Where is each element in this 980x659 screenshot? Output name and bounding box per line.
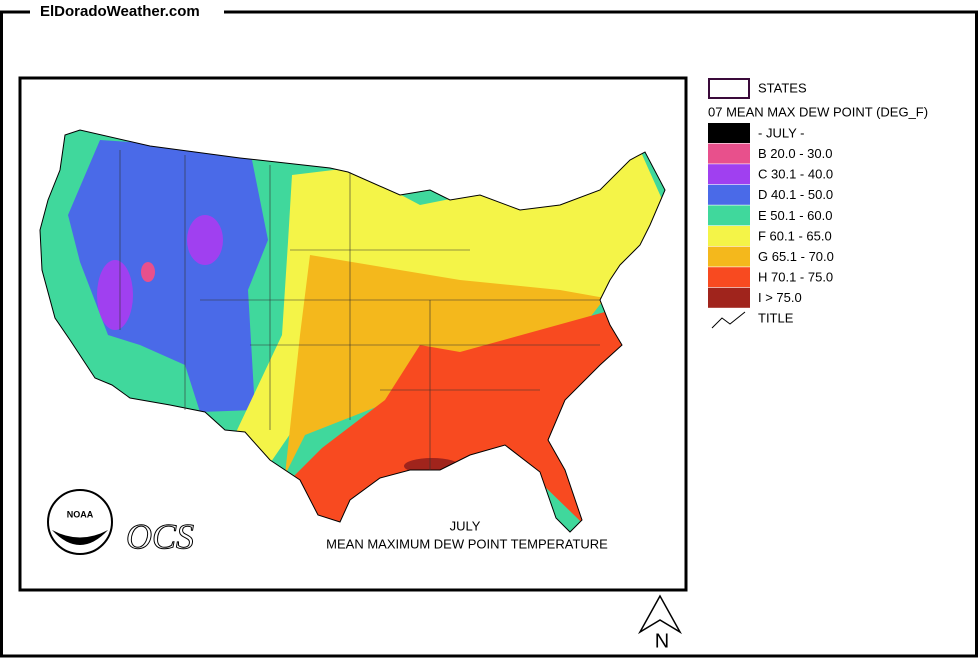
legend: - JULY - B 20.0 - 30.0 C 30.1 - 40.0 D 40.1… [708, 123, 834, 308]
logo-text: NOAA [67, 509, 94, 519]
legend-swatch [708, 164, 750, 185]
noaa-bird [52, 530, 108, 545]
legend-swatch [708, 267, 750, 288]
map-regions [40, 130, 665, 532]
legend-label: D 40.1 - 50.0 [758, 187, 833, 202]
legend-swatch [708, 246, 750, 267]
state-lines [119, 150, 600, 470]
states-swatch [708, 78, 750, 99]
legend-label: F 60.1 - 65.0 [758, 228, 832, 243]
map-subtitle: MEAN MAXIMUM DEW POINT TEMPERATURE [326, 536, 608, 551]
legend-line-label: TITLE [758, 310, 794, 325]
title-gap [30, 2, 224, 22]
region-b [141, 262, 155, 282]
region-c [187, 215, 223, 265]
legend-label: C 30.1 - 40.0 [758, 167, 833, 182]
outer-frame [0, 10, 978, 658]
agency: OCS [126, 516, 194, 556]
legend-swatch [708, 143, 750, 164]
region-d [68, 140, 268, 412]
legend-label: B 20.0 - 30.0 [758, 146, 832, 161]
legend-swatch [708, 184, 750, 205]
legend-label: I > 75.0 [758, 290, 802, 305]
legend-label: E 50.1 - 60.0 [758, 208, 832, 223]
legend-swatch [708, 123, 750, 143]
us-outline [39, 129, 666, 533]
legend-states: STATES [758, 80, 807, 95]
legend-title: 07 MEAN MAX DEW POINT (DEG_F) [708, 104, 928, 119]
region-c [97, 260, 133, 330]
legend-swatch [708, 287, 750, 308]
site-title: ElDoradoWeather.com [40, 3, 200, 20]
north-arrow [637, 594, 683, 635]
north-label: N [655, 630, 669, 652]
legend-label: H 70.1 - 75.0 [758, 270, 833, 285]
map-title: JULY [450, 518, 481, 533]
legend-label: - JULY - [758, 125, 804, 140]
legend-label: G 65.1 - 70.0 [758, 249, 834, 264]
legend-swatch [708, 226, 750, 246]
legend-swatch [708, 205, 750, 226]
title-line-icon [711, 311, 746, 329]
